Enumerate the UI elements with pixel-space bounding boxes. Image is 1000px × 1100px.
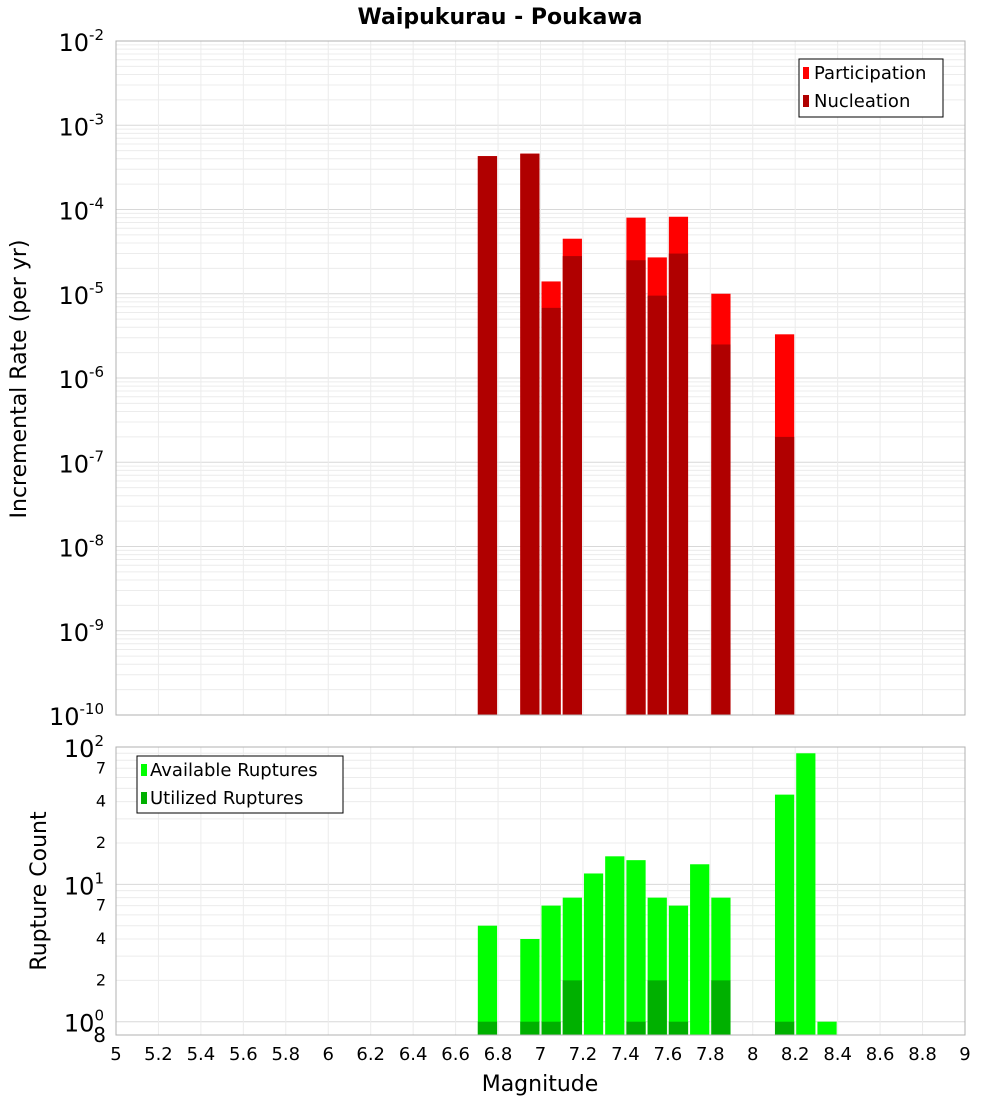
top-y-tick-label: 10-10 xyxy=(49,700,104,731)
available-ruptures-bar xyxy=(605,856,625,1035)
x-tick-label: 8 xyxy=(747,1044,758,1065)
x-tick-label: 5 xyxy=(110,1044,121,1065)
x-tick-label: 7.2 xyxy=(569,1044,598,1065)
utilized-ruptures-bar xyxy=(711,980,731,1035)
nucleation-bar xyxy=(562,256,582,715)
rate-plot: 10-10 10-9 10-8 10-7 10-6 10-5 10-4 10-3 10-2 Par… xyxy=(49,26,966,731)
bottom-y-minor-tick-label: 2 xyxy=(96,970,106,989)
available-ruptures-bar xyxy=(520,939,540,1035)
bottom-y-minor-tick-label: 2 xyxy=(96,833,106,852)
available-ruptures-bar xyxy=(774,794,795,1035)
top-y-tick-label: 10-5 xyxy=(58,279,104,310)
nucleation-bar xyxy=(647,295,667,715)
available-ruptures-bar xyxy=(477,925,498,1035)
x-tick-label: 6.6 xyxy=(441,1044,470,1065)
chart-title: Waipukurau - Poukawa xyxy=(358,5,643,30)
legend-label: Nucleation xyxy=(814,91,910,112)
x-tick-label: 8.6 xyxy=(866,1044,895,1065)
top-y-tick-label: 10-6 xyxy=(58,363,104,394)
bottom-y-minor-tick-label: 7 xyxy=(96,758,106,777)
legend-swatch xyxy=(803,95,809,107)
nucleation-bar xyxy=(668,253,689,715)
x-tick-label: 5.4 xyxy=(187,1044,216,1065)
utilized-ruptures-bar xyxy=(626,1021,646,1035)
top-y-tick-label: 10-4 xyxy=(58,195,104,226)
utilized-ruptures-bar xyxy=(774,1021,795,1035)
nucleation-bar xyxy=(626,260,646,715)
available-ruptures-bar xyxy=(796,753,816,1035)
x-tick-label: 8.4 xyxy=(823,1044,852,1065)
x-tick-label: 6.2 xyxy=(356,1044,385,1065)
bottom-y-tick-label: 102 xyxy=(64,732,104,763)
x-tick-label: 9 xyxy=(959,1044,970,1065)
available-ruptures-bar xyxy=(626,860,646,1035)
top-y-tick-label: 10-7 xyxy=(58,447,104,478)
available-ruptures-bar xyxy=(817,1021,837,1035)
available-ruptures-bar xyxy=(668,905,689,1035)
bottom-legend: Available Ruptures Utilized Ruptures xyxy=(136,755,344,814)
bottom-y-minor-tick-label: 4 xyxy=(96,929,106,948)
bottom-y-tick-label: 100 xyxy=(64,1007,104,1038)
legend-label: Participation xyxy=(814,63,926,84)
x-tick-label: 5.6 xyxy=(229,1044,258,1065)
nucleation-bar xyxy=(520,153,540,715)
top-gridlines xyxy=(115,41,966,716)
available-ruptures-bar xyxy=(583,873,604,1035)
x-tick-label: 7.6 xyxy=(654,1044,683,1065)
bottom-y-axis-label: Rupture Count xyxy=(27,811,52,971)
x-tick-label: 6 xyxy=(323,1044,334,1065)
x-tick-label: 8.8 xyxy=(908,1044,937,1065)
nucleation-bar xyxy=(711,344,731,715)
utilized-ruptures-bar xyxy=(541,1021,561,1035)
legend-swatch xyxy=(141,764,147,776)
top-y-tick-label: 10-8 xyxy=(58,532,104,563)
utilized-ruptures-bar xyxy=(668,1021,689,1035)
legend-swatch xyxy=(141,792,147,804)
x-tick-label: 6.4 xyxy=(399,1044,428,1065)
nucleation-bar xyxy=(477,156,498,716)
utilized-ruptures-bar xyxy=(562,980,582,1035)
bottom-y-minor-tick-label: 4 xyxy=(96,792,106,811)
legend-label: Utilized Ruptures xyxy=(150,788,303,809)
top-y-tick-label: 10-9 xyxy=(58,616,104,647)
bottom-y-minor-tick-label: 8 xyxy=(93,1023,106,1047)
nucleation-bar xyxy=(541,307,561,715)
x-tick-label: 7 xyxy=(535,1044,546,1065)
utilized-ruptures-bar xyxy=(477,1021,498,1035)
x-tick-label: 6.8 xyxy=(484,1044,513,1065)
bottom-y-tick-label: 101 xyxy=(64,869,104,900)
available-ruptures-bar xyxy=(690,864,710,1035)
legend-label: Available Ruptures xyxy=(150,760,318,781)
x-tick-label: 7.4 xyxy=(611,1044,640,1065)
x-tick-label: 5.8 xyxy=(271,1044,300,1065)
bottom-y-minor-tick-label: 7 xyxy=(96,896,106,915)
available-ruptures-bar xyxy=(541,905,561,1035)
bottom-plot-frame xyxy=(115,746,966,1036)
legend-swatch xyxy=(803,67,809,79)
x-tick-label: 8.2 xyxy=(781,1044,810,1065)
x-tick-label: 5.2 xyxy=(144,1044,173,1065)
x-axis-label: Magnitude xyxy=(482,1072,599,1097)
utilized-ruptures-bar xyxy=(647,980,667,1035)
x-tick-label: 7.8 xyxy=(696,1044,725,1065)
top-plot-frame xyxy=(115,40,966,716)
nucleation-bar xyxy=(774,436,795,715)
top-y-axis-label: Incremental Rate (per yr) xyxy=(7,240,32,519)
top-y-tick-label: 10-3 xyxy=(58,110,104,141)
top-legend: Participation Nucleation xyxy=(798,58,944,118)
utilized-ruptures-bar xyxy=(520,1021,540,1035)
top-y-tick-label: 10-2 xyxy=(58,26,104,57)
